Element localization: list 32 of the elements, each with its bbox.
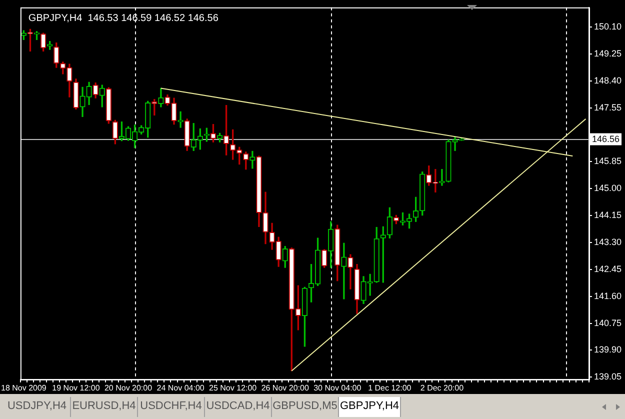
x-tick-label: 26 Nov 20:00: [261, 383, 310, 392]
y-tick-label: 141.60: [594, 290, 622, 301]
x-tick-label: 19 Nov 12:00: [52, 383, 100, 392]
text: USDJPY,H4: [4, 397, 71, 417]
y-tick-label: 147.55: [594, 102, 622, 112]
y-tick-label: 144.15: [594, 210, 622, 220]
y-tick-label: 148.40: [594, 75, 622, 86]
x-tick-label: 20 Nov 20:00: [104, 383, 153, 392]
x-tick-label: 30 Nov 04:00: [314, 383, 362, 392]
y-tick-label: 140.75: [594, 318, 622, 328]
y-tick-label: 143.30: [594, 237, 622, 247]
x-tick-label: 2 Dec 20:00: [420, 383, 464, 392]
y-tick-label: 149.25: [594, 48, 622, 58]
y-tick-label: 142.45: [594, 264, 622, 274]
text: GBPJPY,H4: [339, 397, 401, 417]
ref-line-label: 146.56: [592, 134, 620, 144]
text: USDCAD,H4: [205, 397, 272, 417]
y-tick-label: 145.85: [594, 156, 622, 166]
x-tick-label: 24 Nov 04:00: [156, 383, 205, 392]
x-tick-label: 25 Nov 12:00: [209, 383, 258, 392]
text: EURUSD,H4: [71, 397, 138, 417]
x-tick-label: 18 Nov 2009: [1, 383, 47, 392]
y-tick-label: 145.00: [594, 183, 622, 194]
y-tick-label: 139.05: [594, 372, 622, 382]
y-tick-label: 150.10: [594, 22, 622, 32]
text: GBPJPY,H4 146.53 146.59 146.52 146.56: [28, 13, 219, 24]
x-tick-label: 1 Dec 12:00: [368, 383, 412, 392]
candlestick: [341, 242, 347, 300]
text: GBPUSD,M5: [272, 397, 339, 417]
text: USDCHF,H4: [138, 397, 205, 417]
y-tick-label: 139.90: [594, 344, 622, 355]
candlestick: [178, 111, 184, 128]
